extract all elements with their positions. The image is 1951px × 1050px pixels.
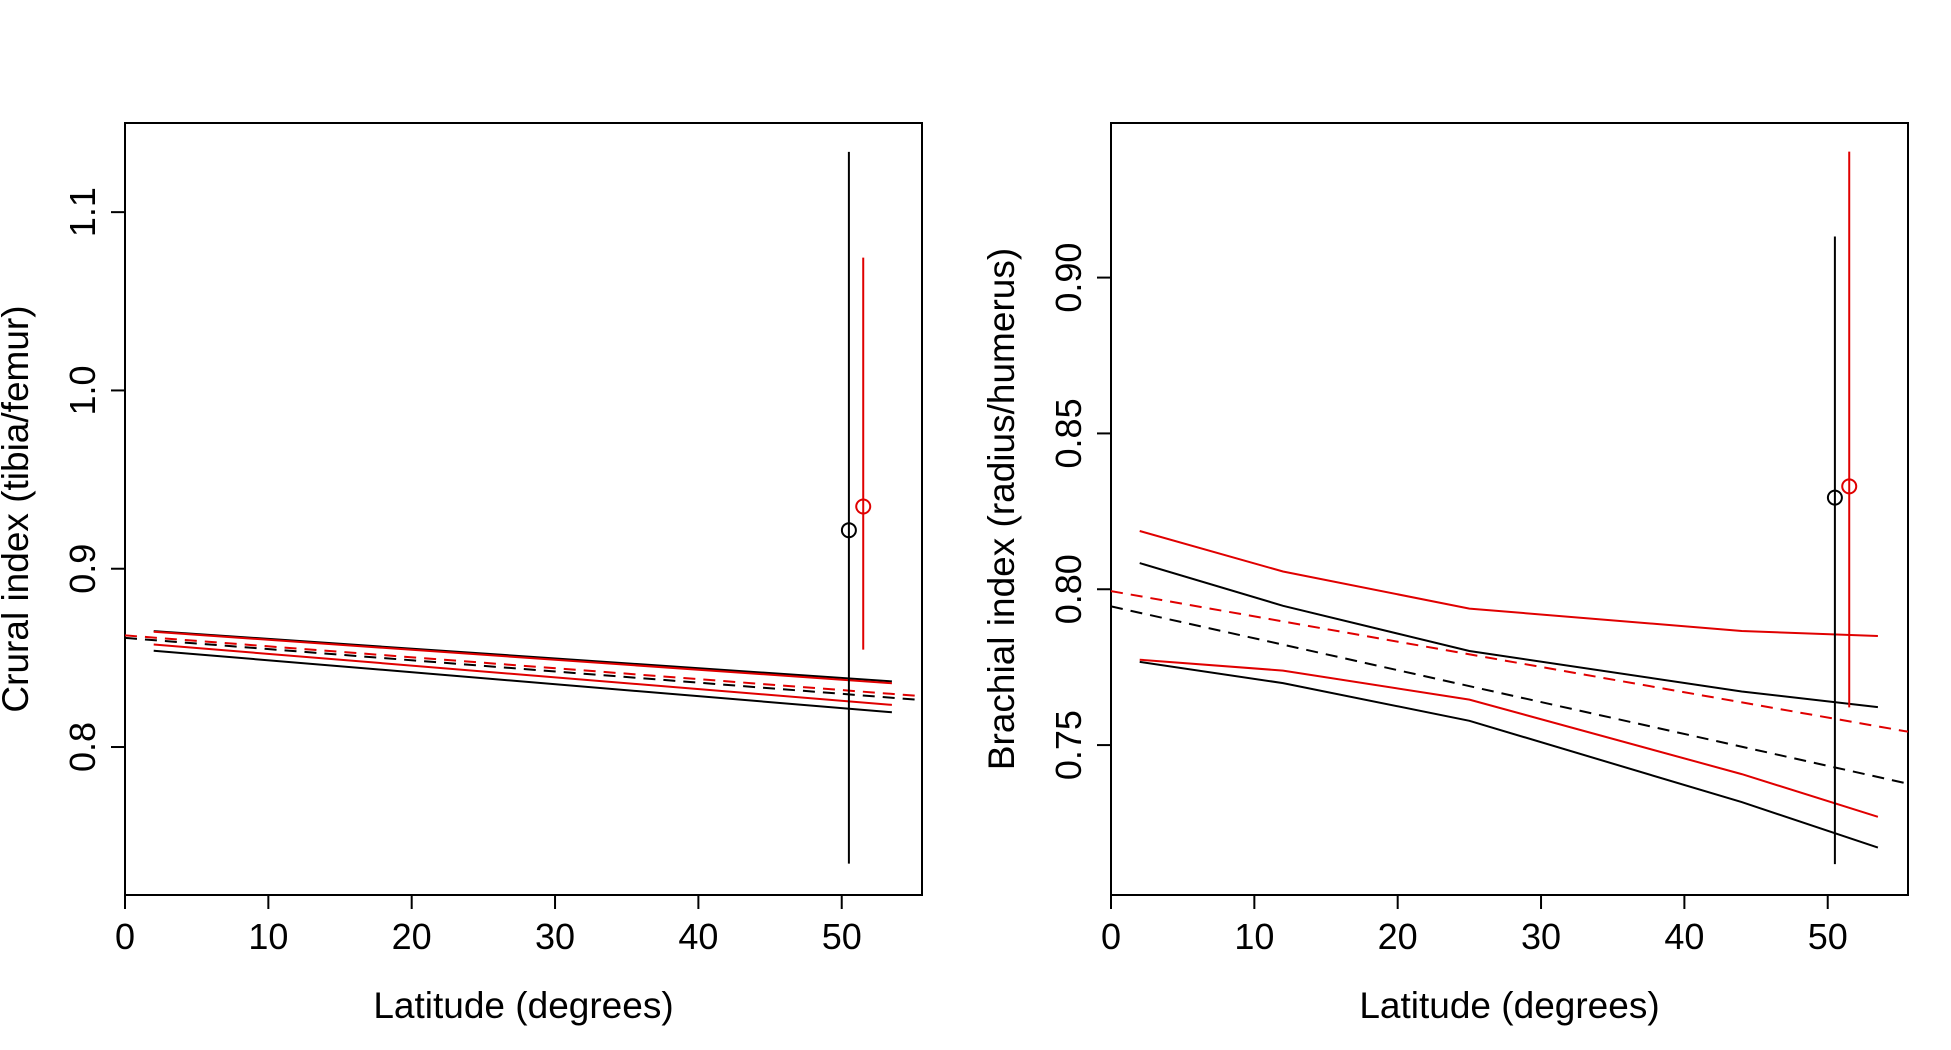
y-tick-label: 0.8 [62, 722, 103, 772]
series-red-lower-ci [1139, 658, 1879, 818]
plot-frame [124, 122, 923, 896]
x-axis-title: Latitude (degrees) [1359, 985, 1659, 1026]
x-axis-title: Latitude (degrees) [373, 985, 673, 1026]
black-point [840, 522, 857, 539]
x-tick-label: 50 [822, 916, 862, 957]
series-red-regression [125, 634, 922, 698]
y-axis-title: Brachial index (radius/humerus) [981, 248, 1022, 770]
series-black-lower-ci [153, 649, 892, 714]
series-black-regression [125, 636, 922, 702]
x-tick-label: 0 [1101, 916, 1121, 957]
series-red-upper-ci [1139, 530, 1878, 637]
series-group [125, 630, 922, 714]
x-tick-label: 30 [535, 916, 575, 957]
x-tick-label: 50 [1808, 916, 1848, 957]
y-tick-label: 0.85 [1048, 398, 1089, 468]
black-point [1826, 489, 1843, 506]
series-group [1111, 530, 1908, 849]
y-tick-label: 0.90 [1048, 243, 1089, 313]
plot-area: 0 10 20 30 40 50 0.8 0.9 1.0 1.1 [62, 122, 923, 957]
x-tick-label: 40 [1664, 916, 1704, 957]
series-red-regression [1111, 590, 1908, 733]
x-tick-label: 10 [248, 916, 288, 957]
series-red-upper-ci [153, 630, 892, 685]
x-tick-label: 30 [1521, 916, 1561, 957]
y-tick-label: 0.9 [62, 544, 103, 594]
y-tick-label: 0.80 [1048, 554, 1089, 624]
plot-frame [1110, 122, 1909, 896]
y-axis-title: Crural index (tibia/femur) [0, 305, 36, 712]
x-tick-label: 20 [1378, 916, 1418, 957]
y-tick-label: 0.75 [1048, 710, 1089, 780]
x-tick-label: 40 [678, 916, 718, 957]
y-tick-label: 1.1 [62, 187, 103, 237]
series-black-regression [1111, 605, 1908, 785]
x-tick-label: 20 [392, 916, 432, 957]
plot-area: 0 10 20 30 40 50 0.75 0.80 0.85 0.90 [1048, 122, 1909, 957]
y-tick-label: 1.0 [62, 365, 103, 415]
brachial-index-panel: 0 10 20 30 40 50 0.75 0.80 0.85 0.90 Latitude (de… [981, 122, 1909, 1026]
red-point [855, 498, 872, 515]
x-tick-label: 10 [1234, 916, 1274, 957]
red-point [1841, 478, 1858, 495]
series-black-upper-ci [1139, 562, 1879, 709]
series-black-lower-ci [1139, 660, 1879, 849]
series-red-lower-ci [153, 643, 892, 706]
crural-index-panel: 0 10 20 30 40 50 0.8 0.9 1.0 1.1 Latitude (degree… [0, 122, 923, 1026]
x-tick-label: 0 [115, 916, 135, 957]
